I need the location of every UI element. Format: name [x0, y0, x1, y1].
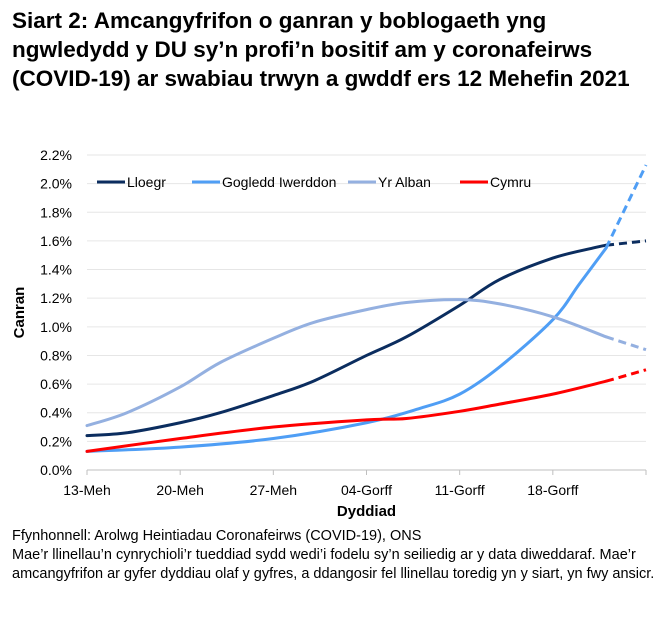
series-line-cymru — [85, 379, 608, 453]
series-line-lloegr — [85, 243, 608, 438]
model-note: Mae’r llinellau’n cynrychioli’r tueddiad… — [12, 547, 655, 582]
legend-label-gogledd-iwerddon: Gogledd Iwerddon — [222, 174, 336, 190]
y-tick-label: 1.6% — [40, 233, 72, 249]
chart-title: Siart 2: Amcangyfrifon o ganran y boblog… — [12, 8, 630, 91]
y-tick-label: 0.4% — [40, 405, 72, 421]
legend-label-yr-alban: Yr Alban — [378, 174, 431, 190]
y-tick-label: 1.8% — [40, 204, 72, 220]
y-tick-label: 1.0% — [40, 319, 72, 335]
y-tick-label: 0.2% — [40, 433, 72, 449]
x-tick-label: 04-Gorff — [341, 482, 392, 498]
series-line-gogledd-iwerddon — [85, 246, 608, 453]
series-line-yr-alban — [85, 298, 608, 428]
x-tick-label: 13-Meh — [63, 482, 110, 498]
series-line-dashed-gogledd-iwerddon — [604, 164, 648, 249]
series-line-dashed-cymru — [605, 368, 647, 383]
legend-label-lloegr: Lloegr — [127, 174, 166, 190]
legend-label-cymru: Cymru — [490, 174, 531, 190]
y-tick-label: 2.2% — [40, 147, 72, 163]
y-tick-label: 1.2% — [40, 290, 72, 306]
line-chart: 0.0% 0.2% 0.4% 0.6% 0.8% 1.0% 1.2% 1.4% 1.6% 1.8%… — [11, 147, 648, 520]
series-line-dashed-lloegr — [605, 239, 647, 247]
series-line-dashed-yr-alban — [605, 335, 647, 352]
x-axis-title: Dyddiad — [337, 503, 396, 520]
x-tick-label: 11-Gorff — [435, 482, 485, 498]
y-axis-title: Canran — [11, 287, 28, 339]
y-tick-label: 0.0% — [40, 462, 72, 478]
y-tick-label: 1.4% — [40, 262, 72, 278]
source-note: Ffynhonnell: Arolwg Heintiadau Coronafei… — [12, 528, 422, 544]
x-tick-label: 20-Meh — [156, 482, 203, 498]
y-tick-label: 0.8% — [40, 347, 72, 363]
y-tick-label: 0.6% — [40, 376, 72, 392]
x-tick-label: 18-Gorff — [527, 482, 578, 498]
x-tick-label: 27-Meh — [250, 482, 297, 498]
y-tick-label: 2.0% — [40, 176, 72, 192]
